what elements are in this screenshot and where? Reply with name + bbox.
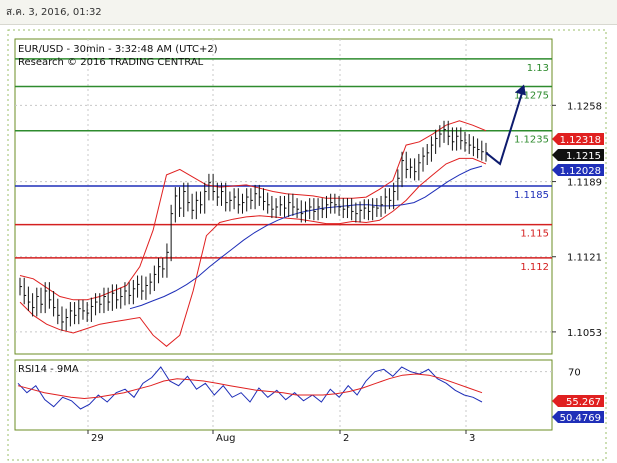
rsi-tick-label: 70 (568, 368, 581, 379)
y-tick-label: 1.1053 (567, 328, 602, 339)
price-badge-upper-label: 1.12318 (560, 135, 601, 146)
price-badge-last-label: 1.1215 (566, 151, 601, 162)
timestamp-bar: ส.ค. 3, 2016, 01:32 (0, 0, 617, 25)
x-tick-label: 29 (91, 433, 104, 444)
moving-average (129, 165, 483, 310)
price-badge-ma-bg (552, 164, 604, 176)
price-badges: 1.12318 1.1215 1.12028 55.267 50.4769 (552, 133, 604, 424)
rsi-badge-value-bg (552, 411, 604, 423)
moving-average-line (129, 165, 483, 310)
rsi-badge-ma-label: 55.267 (566, 397, 601, 408)
forecast-path (485, 84, 526, 166)
level-label: 1.1235 (514, 135, 549, 146)
outer-frame (7, 29, 607, 461)
level-label: 1.112 (520, 262, 549, 273)
timestamp: ส.ค. 3, 2016, 01:32 (6, 7, 102, 18)
forecast-arrow-head (515, 84, 526, 96)
rsi-badge-ma-bg (552, 395, 604, 407)
price-badge-upper-bg (552, 133, 604, 145)
y-tick-label: 1.1258 (567, 101, 602, 112)
bollinger-bands (19, 120, 487, 347)
chart-title: EUR/USD - 30min - 3:32:48 AM (UTC+2) (18, 44, 218, 55)
x-tick-label: 3 (469, 433, 475, 444)
rsi-badge-value-label: 50.4769 (560, 413, 601, 424)
x-tick-label: 2 (343, 433, 349, 444)
level-label: 1.1275 (514, 91, 549, 102)
chart-subtitle: Research © 2016 TRADING CENTRAL (18, 57, 204, 68)
forecast-arrow-line (485, 86, 525, 166)
y-tick-label: 1.1121 (567, 253, 602, 264)
rsi-line (17, 366, 483, 410)
y-tick-label: 1.1189 (567, 178, 602, 189)
rsi-title: RSI14 - 9MA (18, 364, 79, 375)
rsi-lines (17, 366, 483, 410)
bollinger-lower-line (19, 157, 487, 347)
rsi-panel-frame (14, 359, 553, 431)
bollinger-upper-line (19, 120, 487, 301)
price-panel-frame (14, 38, 553, 355)
rsi-ma-line (17, 373, 483, 400)
x-tick-label: Aug (216, 433, 236, 444)
price-bars (19, 120, 488, 331)
axes: 29 Aug 2 3 1.1258 1.1189 1.1121 1.1053 70 (7, 29, 607, 461)
price-badge-ma-label: 1.12028 (560, 166, 601, 177)
price-badge-last-bg (552, 149, 604, 161)
level-label: 1.115 (520, 229, 549, 240)
levels: 1.13 1.1275 1.1235 1.1185 1.115 1.112 (15, 58, 552, 273)
level-label: 1.13 (527, 63, 549, 74)
level-label: 1.1185 (514, 190, 549, 201)
